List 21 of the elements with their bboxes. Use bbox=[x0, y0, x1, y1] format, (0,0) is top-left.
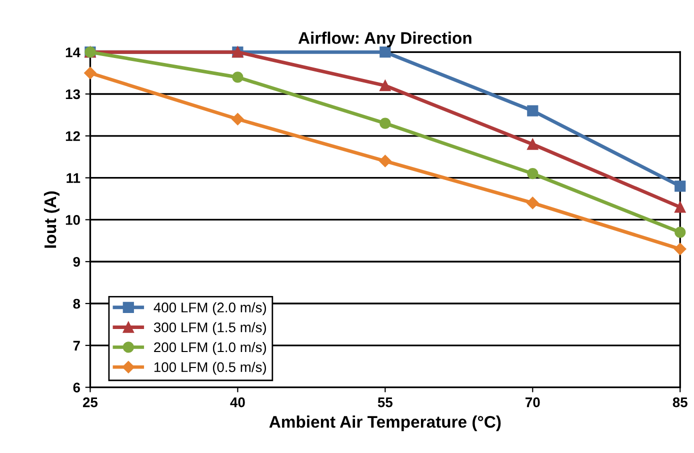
x-tick-label: 55 bbox=[378, 398, 393, 408]
legend-label: 100 LFM (0.5 m/s) bbox=[154, 362, 266, 375]
x-tick-label: 40 bbox=[230, 397, 245, 408]
y-tick-label: 8 bbox=[73, 298, 80, 309]
y-tick-label: 9 bbox=[73, 256, 80, 267]
y-tick-label: 13 bbox=[66, 89, 80, 100]
x-axis-title: Ambient Air Temperature (°C) bbox=[269, 416, 501, 432]
y-axis-title: Iout (A) bbox=[44, 191, 60, 248]
x-tick-label: 70 bbox=[526, 397, 540, 408]
y-tick-label: 14 bbox=[66, 48, 80, 58]
y-tick-label: 6 bbox=[73, 382, 80, 392]
chart-title: Airflow: Any Direction bbox=[298, 32, 472, 48]
legend-label: 300 LFM (1.5 m/s) bbox=[154, 322, 266, 336]
y-tick-label: 11 bbox=[66, 173, 80, 183]
y-tick-label: 10 bbox=[66, 215, 80, 225]
legend-label: 200 LFM (1.0 m/s) bbox=[154, 342, 266, 355]
x-tick-label: 25 bbox=[82, 397, 98, 408]
legend-label: 400 LFM (2.0 m/s) bbox=[154, 302, 266, 316]
y-tick-label: 12 bbox=[66, 131, 80, 141]
y-tick-label: 7 bbox=[73, 340, 80, 350]
x-tick-label: 85 bbox=[672, 397, 688, 408]
